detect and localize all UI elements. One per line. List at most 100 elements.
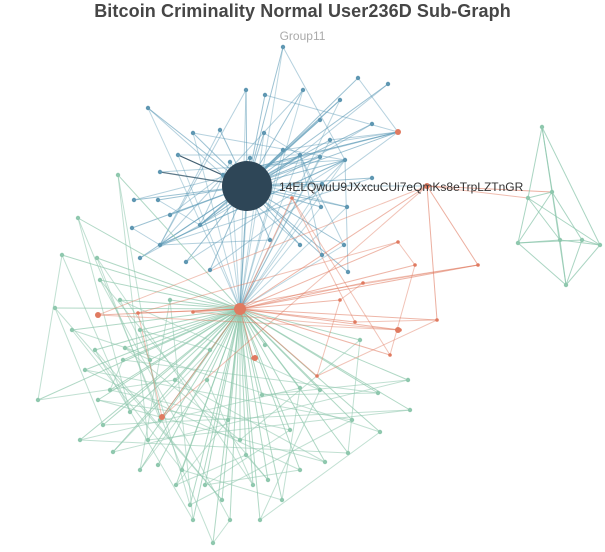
graph-node[interactable] (407, 407, 413, 413)
graph-node[interactable] (247, 155, 253, 161)
graph-node[interactable] (69, 327, 75, 333)
graph-node[interactable] (129, 225, 135, 231)
graph-node[interactable] (361, 281, 365, 285)
graph-node[interactable] (375, 390, 381, 396)
graph-node[interactable] (234, 303, 246, 315)
graph-node[interactable] (262, 92, 268, 98)
graph-node[interactable] (219, 497, 225, 503)
graph-node[interactable] (52, 305, 58, 311)
graph-node[interactable] (59, 252, 65, 258)
graph-node[interactable] (137, 467, 143, 473)
graph-node[interactable] (243, 87, 249, 93)
graph-node[interactable] (207, 267, 213, 273)
graph-node[interactable] (290, 196, 294, 200)
graph-node[interactable] (227, 159, 233, 165)
graph-node[interactable] (300, 87, 306, 93)
graph-node[interactable] (563, 282, 569, 288)
graph-node[interactable] (424, 183, 430, 189)
graph-node[interactable] (75, 215, 81, 221)
graph-node[interactable] (250, 482, 256, 488)
graph-node[interactable] (318, 204, 324, 210)
graph-node[interactable] (202, 482, 208, 488)
graph-node[interactable] (353, 320, 357, 324)
graph-node[interactable] (100, 422, 106, 428)
graph-node[interactable] (155, 462, 161, 468)
graph-node[interactable] (259, 392, 265, 398)
graph-node[interactable] (579, 237, 585, 243)
graph-node[interactable] (413, 263, 417, 267)
graph-node[interactable] (297, 385, 303, 391)
graph-node[interactable] (357, 337, 363, 343)
graph-node[interactable] (173, 482, 179, 488)
graph-node[interactable] (395, 327, 401, 333)
graph-node[interactable] (262, 342, 268, 348)
graph-node[interactable] (97, 277, 103, 283)
graph-node[interactable] (92, 347, 98, 353)
graph-node[interactable] (355, 75, 361, 81)
graph-node[interactable] (435, 318, 439, 322)
graph-node[interactable] (252, 355, 258, 361)
graph-node[interactable] (287, 427, 293, 433)
graph-node[interactable] (317, 387, 323, 393)
graph-node[interactable] (157, 242, 163, 248)
graph-node[interactable] (217, 127, 223, 133)
graph-node[interactable] (395, 129, 401, 135)
graph-node[interactable] (159, 414, 165, 420)
hub-node[interactable] (222, 161, 272, 211)
graph-node[interactable] (197, 222, 203, 228)
graph-node[interactable] (225, 417, 231, 423)
graph-node[interactable] (183, 259, 189, 265)
graph-node[interactable] (280, 147, 286, 153)
graph-node[interactable] (349, 417, 355, 423)
graph-node[interactable] (122, 345, 128, 351)
graph-node[interactable] (147, 357, 153, 363)
graph-node[interactable] (369, 175, 375, 181)
graph-node[interactable] (265, 477, 271, 483)
graph-node[interactable] (187, 502, 193, 508)
graph-node[interactable] (115, 172, 121, 178)
graph-node[interactable] (377, 429, 383, 435)
graph-node[interactable] (191, 310, 195, 314)
graph-node[interactable] (317, 154, 323, 160)
graph-node[interactable] (127, 409, 133, 415)
graph-node[interactable] (167, 212, 173, 218)
graph-node[interactable] (337, 97, 343, 103)
graph-node[interactable] (345, 450, 351, 456)
graph-node[interactable] (388, 353, 392, 357)
graph-node[interactable] (344, 204, 350, 210)
graph-node[interactable] (137, 255, 143, 261)
graph-node[interactable] (267, 237, 273, 243)
graph-node[interactable] (94, 255, 100, 261)
graph-node[interactable] (243, 452, 249, 458)
graph-node[interactable] (525, 195, 531, 201)
graph-node[interactable] (77, 437, 83, 443)
graph-node[interactable] (345, 269, 351, 275)
graph-node[interactable] (137, 327, 143, 333)
graph-node[interactable] (157, 169, 163, 175)
graph-node[interactable] (319, 181, 325, 187)
graph-node[interactable] (110, 449, 116, 455)
graph-node[interactable] (82, 367, 88, 373)
graph-node[interactable] (204, 377, 210, 383)
graph-node[interactable] (280, 44, 286, 50)
graph-node[interactable] (131, 197, 137, 203)
graph-node[interactable] (120, 357, 126, 363)
graph-node[interactable] (405, 377, 411, 383)
graph-node[interactable] (257, 517, 263, 523)
graph-node[interactable] (369, 121, 375, 127)
graph-node[interactable] (342, 157, 348, 163)
graph-node[interactable] (338, 298, 342, 302)
graph-node[interactable] (175, 152, 181, 158)
graph-node[interactable] (117, 297, 123, 303)
graph-node[interactable] (179, 467, 185, 473)
graph-node[interactable] (557, 237, 563, 243)
graph-node[interactable] (237, 437, 243, 443)
graph-node[interactable] (210, 540, 216, 546)
graph-node[interactable] (136, 311, 140, 315)
graph-node[interactable] (341, 242, 347, 248)
graph-node[interactable] (167, 297, 173, 303)
graph-node[interactable] (95, 397, 101, 403)
graph-node[interactable] (145, 105, 151, 111)
graph-node[interactable] (322, 459, 328, 465)
